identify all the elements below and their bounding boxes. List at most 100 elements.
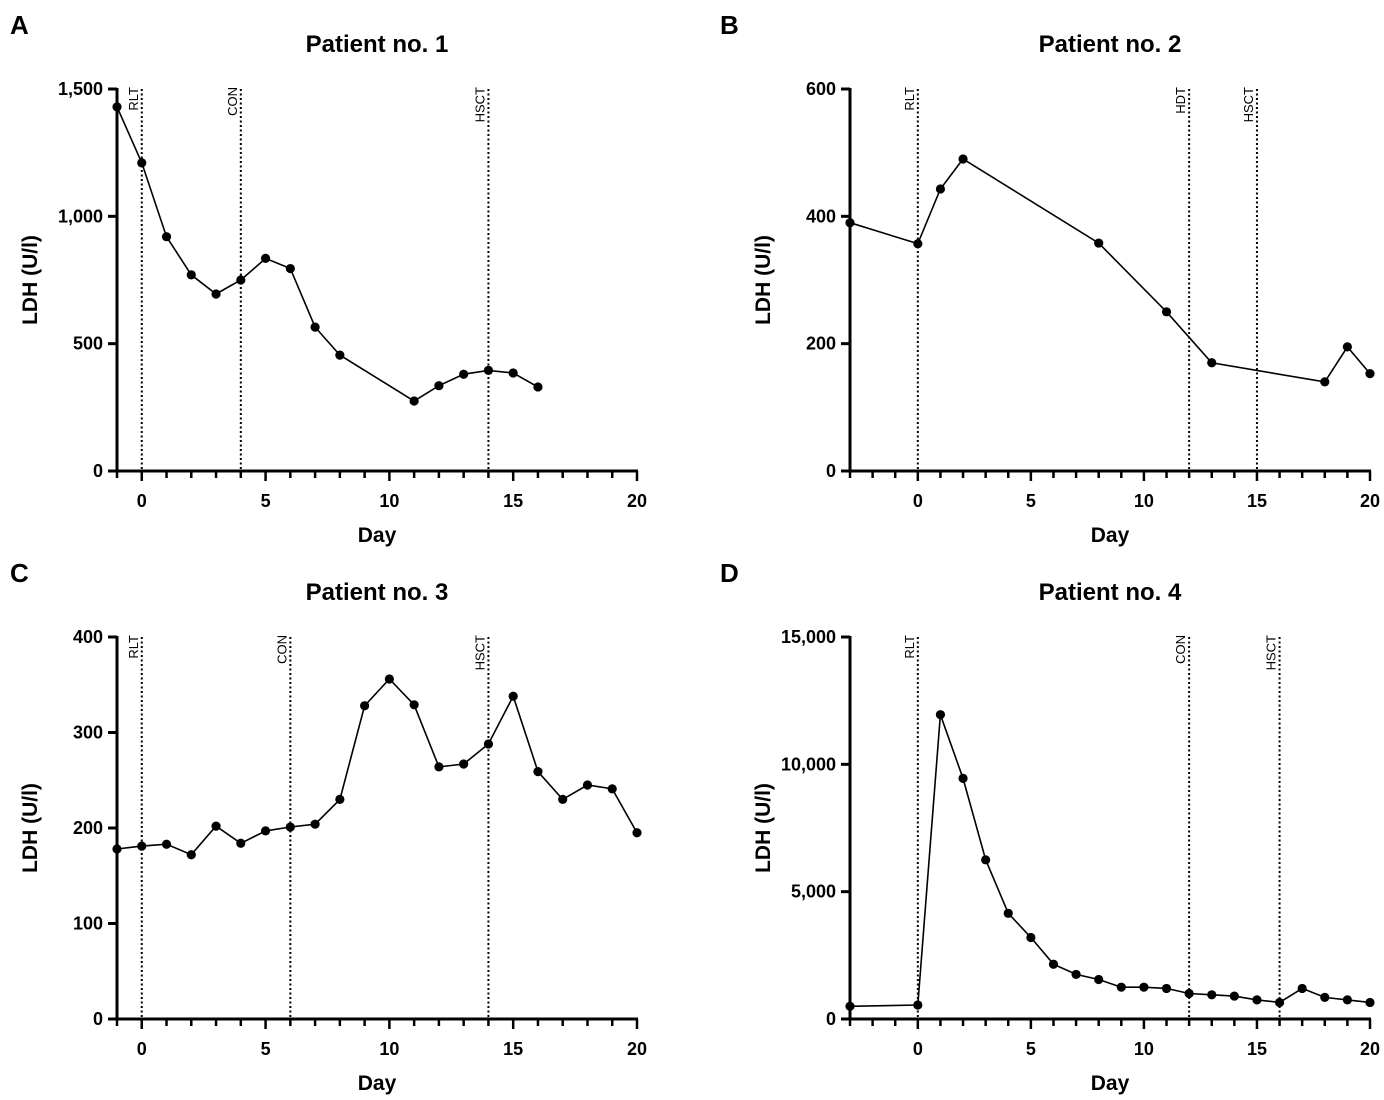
data-point	[384, 674, 394, 684]
y-tick-label: 600	[806, 79, 836, 99]
data-point	[1094, 974, 1104, 985]
y-axis-label: LDH (U/l)	[19, 783, 42, 873]
x-tick-label: 10	[379, 1039, 399, 1059]
x-tick-label: 10	[1134, 1039, 1154, 1059]
data-point	[409, 396, 419, 406]
data-point	[533, 382, 543, 392]
data-point	[1365, 368, 1375, 379]
data-point	[935, 710, 946, 720]
y-tick-label: 0	[93, 461, 103, 481]
data-point	[1207, 358, 1217, 368]
y-axis-label: LDH (U/l)	[752, 783, 775, 873]
x-tick-label: 5	[261, 491, 271, 511]
data-point	[1365, 997, 1375, 1008]
panel-letter: A	[10, 10, 29, 40]
data-point	[1297, 983, 1307, 994]
x-tick-label: 15	[503, 491, 523, 511]
panel-letter: C	[10, 558, 29, 588]
y-tick-label: 400	[806, 206, 836, 226]
data-point	[335, 794, 345, 804]
data-point	[632, 828, 642, 838]
data-point	[483, 365, 494, 376]
data-point	[459, 759, 469, 769]
event-label-hsct: HSCT	[472, 635, 487, 670]
event-label-hdt: HDT	[1173, 87, 1188, 114]
data-point	[913, 239, 923, 249]
event-label-con: CON	[1173, 635, 1188, 664]
data-point	[310, 819, 320, 829]
data-point	[360, 701, 370, 711]
data-point	[1071, 969, 1081, 980]
x-tick-label: 20	[1360, 1039, 1380, 1059]
data-point	[137, 841, 147, 851]
data-point	[137, 158, 147, 168]
data-point	[112, 844, 122, 854]
data-point	[285, 822, 295, 832]
y-tick-label: 100	[73, 914, 103, 934]
data-point	[607, 784, 617, 794]
data-point	[236, 275, 246, 285]
y-tick-label: 1,500	[58, 79, 103, 99]
y-tick-label: 500	[73, 334, 103, 354]
event-label-hsct: HSCT	[1241, 87, 1256, 122]
data-point	[1184, 988, 1194, 999]
y-tick-label: 200	[73, 818, 103, 838]
data-point	[285, 263, 295, 274]
panel-title: Patient no. 2	[1039, 31, 1182, 58]
panel-C: C Patient no. 3 0 100 200 300 400 0 5 10 15 20 Day LD…	[10, 558, 647, 1095]
data-point	[1207, 990, 1217, 1000]
y-axis-label: LDH (U/l)	[752, 235, 775, 325]
y-tick-label: 10,000	[781, 754, 836, 774]
series-line	[116, 677, 638, 856]
event-label-rlt: RLT	[902, 87, 917, 111]
x-tick-label: 0	[137, 1039, 147, 1059]
data-point	[958, 154, 968, 164]
data-point	[1003, 908, 1013, 918]
data-point	[958, 773, 968, 783]
panel-B: B Patient no. 2 0 200 400 600 0 5 10 15 20 Day LDH (…	[720, 10, 1380, 547]
x-tick-label: 0	[913, 1039, 923, 1059]
event-label-hsct: HSCT	[1264, 635, 1279, 670]
y-tick-label: 0	[826, 461, 836, 481]
data-point	[112, 102, 122, 112]
data-point	[508, 691, 518, 701]
x-tick-label: 0	[913, 491, 923, 511]
data-point	[1320, 992, 1330, 1002]
x-tick-label: 15	[503, 1039, 523, 1059]
data-point	[186, 850, 196, 860]
data-point	[1139, 982, 1149, 992]
data-point	[335, 350, 345, 360]
x-tick-label: 5	[1026, 1039, 1036, 1059]
panel-title: Patient no. 4	[1039, 579, 1182, 606]
event-label-rlt: RLT	[902, 635, 917, 659]
data-point	[1161, 983, 1172, 994]
panel-letter: D	[720, 558, 739, 588]
panel-letter: B	[720, 10, 739, 40]
event-label-con: CON	[225, 87, 240, 116]
data-point	[558, 794, 568, 804]
event-label-rlt: RLT	[126, 87, 141, 111]
x-tick-label: 15	[1247, 1039, 1267, 1059]
data-point	[1161, 307, 1172, 317]
data-point	[582, 780, 593, 790]
data-point	[161, 839, 172, 849]
data-point	[434, 762, 444, 772]
event-label-rlt: RLT	[126, 635, 141, 659]
data-point	[1252, 995, 1262, 1005]
data-point	[236, 838, 246, 848]
x-tick-label: 15	[1247, 491, 1267, 511]
data-point	[1026, 932, 1036, 943]
x-axis-label: Day	[358, 1072, 397, 1095]
x-tick-label: 20	[1360, 491, 1380, 511]
data-point	[260, 253, 271, 263]
data-point	[508, 368, 518, 378]
data-point	[1094, 238, 1104, 248]
data-point	[310, 322, 320, 332]
x-axis-label: Day	[1091, 1072, 1130, 1095]
y-tick-label: 0	[93, 1009, 103, 1029]
x-axis-label: Day	[358, 524, 397, 547]
data-point	[459, 369, 469, 379]
series-line	[849, 714, 1371, 1008]
series-line	[849, 157, 1371, 383]
data-point	[211, 289, 221, 299]
